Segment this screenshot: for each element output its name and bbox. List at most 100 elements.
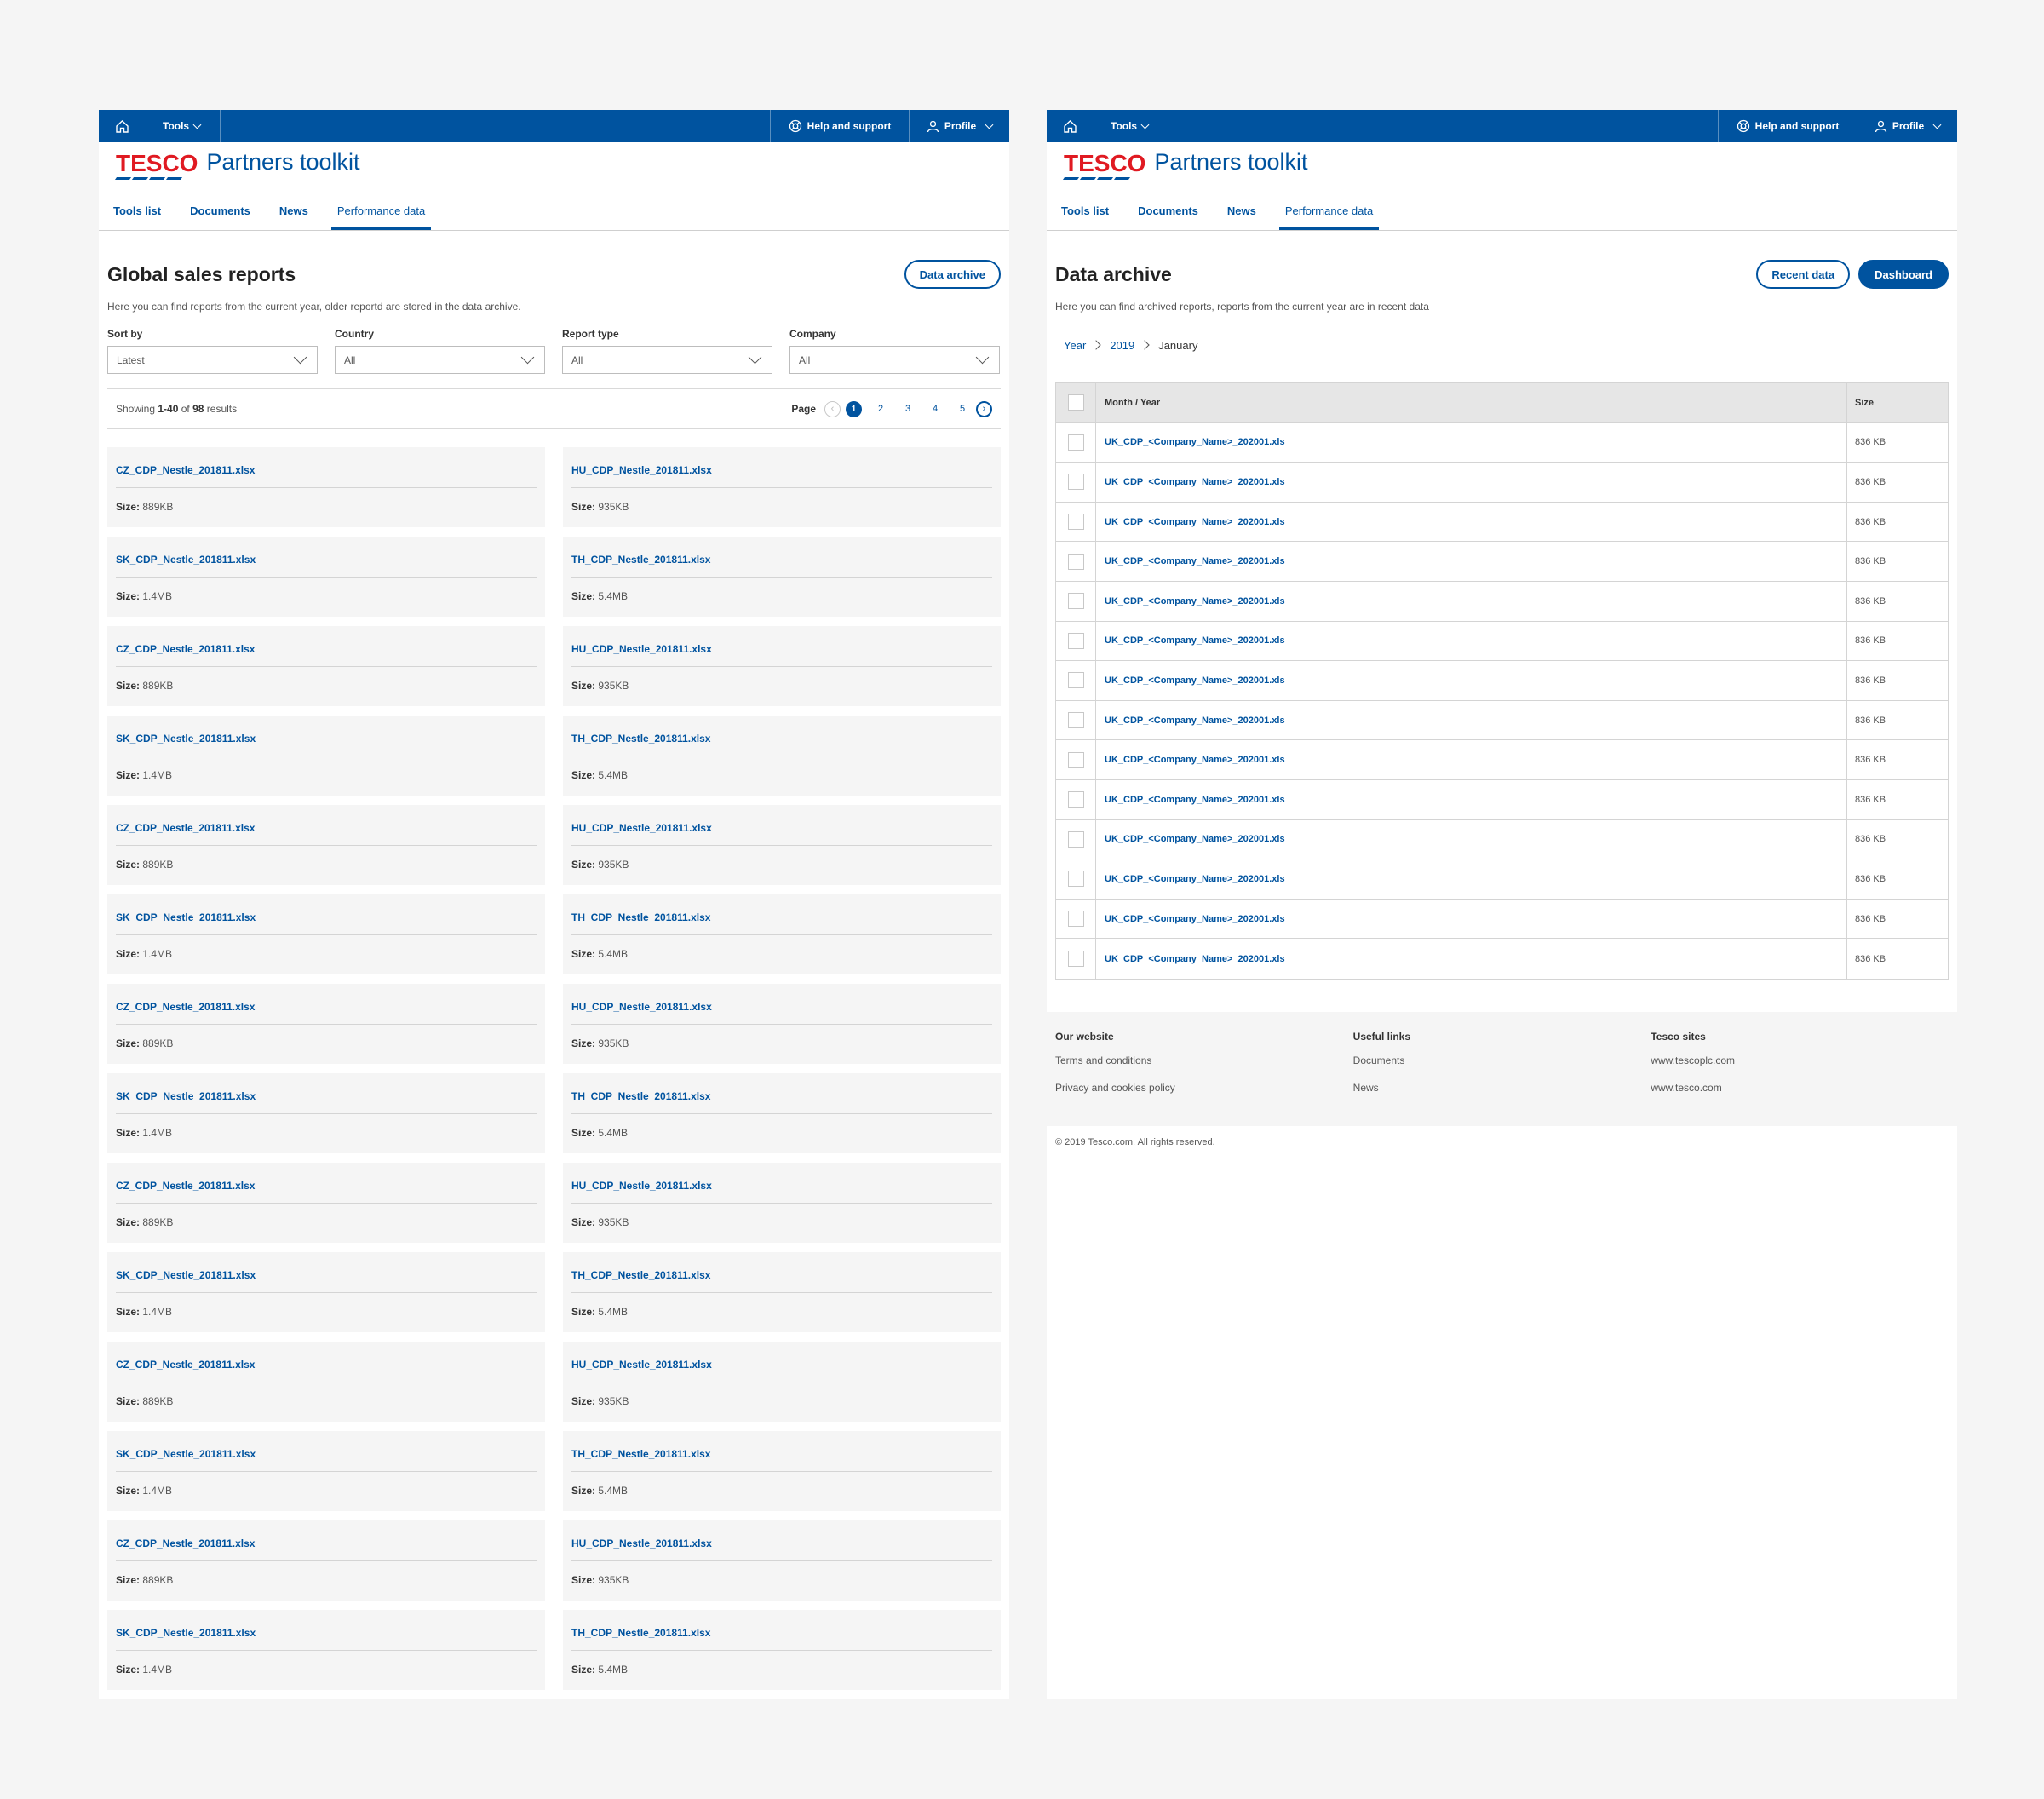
tools-menu[interactable]: Tools (1094, 110, 1168, 142)
tab-news[interactable]: News (278, 204, 308, 217)
help-and-support-button[interactable]: Help and support (770, 110, 909, 142)
row-checkbox[interactable] (1067, 593, 1084, 610)
row-checkbox[interactable] (1067, 712, 1084, 729)
row-checkbox[interactable] (1067, 871, 1084, 888)
company-select[interactable]: All (789, 346, 1000, 374)
home-button[interactable] (1047, 110, 1094, 142)
archive-file-link[interactable]: UK_CDP_<Company_Name>_202001.xls (1096, 542, 1847, 581)
archive-file-link[interactable]: UK_CDP_<Company_Name>_202001.xls (1096, 502, 1847, 542)
archive-file-link[interactable]: UK_CDP_<Company_Name>_202001.xls (1096, 859, 1847, 899)
tab-performance-data[interactable]: Performance data (1278, 204, 1380, 230)
row-checkbox[interactable] (1067, 791, 1084, 808)
breadcrumb-year[interactable]: Year (1064, 338, 1087, 352)
archive-file-link[interactable]: UK_CDP_<Company_Name>_202001.xls (1096, 939, 1847, 979)
row-checkbox[interactable] (1067, 951, 1084, 968)
tools-menu[interactable]: Tools (146, 110, 221, 142)
report-type-select[interactable]: All (562, 346, 772, 374)
report-file-link[interactable]: CZ_CDP_Nestle_201811.xlsx (116, 1342, 537, 1382)
row-checkbox[interactable] (1067, 514, 1084, 531)
archive-file-link[interactable]: UK_CDP_<Company_Name>_202001.xls (1096, 463, 1847, 502)
select-all-checkbox[interactable] (1067, 394, 1084, 411)
archive-file-link[interactable]: UK_CDP_<Company_Name>_202001.xls (1096, 899, 1847, 939)
tab-documents[interactable]: Documents (190, 204, 250, 217)
profile-menu[interactable]: Profile (909, 110, 1009, 142)
recent-data-button[interactable]: Recent data (1756, 260, 1851, 289)
tesco-logo[interactable]: TESCO (1062, 151, 1145, 180)
report-file-link[interactable]: CZ_CDP_Nestle_201811.xlsx (116, 984, 537, 1025)
page-2-button[interactable]: 2 (877, 404, 884, 414)
report-file-link[interactable]: TH_CDP_Nestle_201811.xlsx (571, 716, 992, 756)
sort-by-select[interactable]: Latest (107, 346, 318, 374)
page-1-button[interactable]: 1 (846, 400, 862, 417)
report-file-link[interactable]: SK_CDP_Nestle_201811.xlsx (116, 894, 537, 935)
report-file-link[interactable]: TH_CDP_Nestle_201811.xlsx (571, 1073, 992, 1114)
tab-tools-list[interactable]: Tools list (113, 204, 162, 217)
report-file-link[interactable]: TH_CDP_Nestle_201811.xlsx (571, 894, 992, 935)
page-3-button[interactable]: 3 (904, 404, 911, 414)
row-checkbox[interactable] (1067, 831, 1084, 848)
profile-menu[interactable]: Profile (1857, 110, 1957, 142)
report-file-link[interactable]: CZ_CDP_Nestle_201811.xlsx (116, 447, 537, 488)
archive-file-link[interactable]: UK_CDP_<Company_Name>_202001.xls (1096, 621, 1847, 661)
column-header-month-year[interactable]: Month / Year (1096, 383, 1847, 422)
report-file-link[interactable]: HU_CDP_Nestle_201811.xlsx (571, 805, 992, 846)
report-file-link[interactable]: HU_CDP_Nestle_201811.xlsx (571, 626, 992, 667)
footer-link-documents[interactable]: Documents (1352, 1055, 1405, 1066)
row-checkbox[interactable] (1067, 434, 1084, 451)
column-header-size[interactable]: Size (1855, 397, 1875, 408)
tab-performance-data[interactable]: Performance data (330, 204, 432, 230)
report-file-link[interactable]: SK_CDP_Nestle_201811.xlsx (116, 1431, 537, 1472)
report-file-link[interactable]: CZ_CDP_Nestle_201811.xlsx (116, 805, 537, 846)
row-checkbox[interactable] (1067, 553, 1084, 570)
report-file-link[interactable]: HU_CDP_Nestle_201811.xlsx (571, 1520, 992, 1561)
data-archive-button[interactable]: Data archive (904, 260, 1001, 289)
home-button[interactable] (99, 110, 146, 142)
dashboard-button[interactable]: Dashboard (1858, 260, 1949, 289)
tab-news[interactable]: News (1226, 204, 1256, 217)
footer-link-news[interactable]: News (1352, 1082, 1379, 1094)
report-file-link[interactable]: SK_CDP_Nestle_201811.xlsx (116, 1252, 537, 1293)
country-select[interactable]: All (335, 346, 545, 374)
footer-link-privacy[interactable]: Privacy and cookies policy (1055, 1082, 1175, 1094)
row-checkbox[interactable] (1067, 672, 1084, 689)
report-file-link[interactable]: CZ_CDP_Nestle_201811.xlsx (116, 1520, 537, 1561)
report-file-link[interactable]: SK_CDP_Nestle_201811.xlsx (116, 1610, 537, 1651)
report-file-link[interactable]: TH_CDP_Nestle_201811.xlsx (571, 1431, 992, 1472)
report-file-link[interactable]: TH_CDP_Nestle_201811.xlsx (571, 537, 992, 578)
select-value: Latest (117, 353, 145, 366)
report-file-link[interactable]: HU_CDP_Nestle_201811.xlsx (571, 1342, 992, 1382)
report-file-link[interactable]: SK_CDP_Nestle_201811.xlsx (116, 1073, 537, 1114)
row-checkbox[interactable] (1067, 474, 1084, 491)
report-file-link[interactable]: TH_CDP_Nestle_201811.xlsx (571, 1610, 992, 1651)
archive-file-link[interactable]: UK_CDP_<Company_Name>_202001.xls (1096, 422, 1847, 463)
archive-file-link[interactable]: UK_CDP_<Company_Name>_202001.xls (1096, 581, 1847, 621)
archive-file-link[interactable]: UK_CDP_<Company_Name>_202001.xls (1096, 700, 1847, 740)
footer-link-terms[interactable]: Terms and conditions (1055, 1055, 1152, 1066)
archive-file-link[interactable]: UK_CDP_<Company_Name>_202001.xls (1096, 661, 1847, 700)
report-file-link[interactable]: CZ_CDP_Nestle_201811.xlsx (116, 1163, 537, 1204)
archive-file-link[interactable]: UK_CDP_<Company_Name>_202001.xls (1096, 819, 1847, 859)
archive-file-link[interactable]: UK_CDP_<Company_Name>_202001.xls (1096, 779, 1847, 819)
tab-documents[interactable]: Documents (1138, 204, 1198, 217)
report-file-link[interactable]: CZ_CDP_Nestle_201811.xlsx (116, 626, 537, 667)
row-checkbox[interactable] (1067, 751, 1084, 768)
page-4-button[interactable]: 4 (932, 404, 939, 414)
next-page-button[interactable]: › (976, 400, 992, 417)
tab-tools-list[interactable]: Tools list (1061, 204, 1110, 217)
report-file-link[interactable]: TH_CDP_Nestle_201811.xlsx (571, 1252, 992, 1293)
help-and-support-button[interactable]: Help and support (1718, 110, 1857, 142)
prev-page-button[interactable]: ‹ (824, 400, 841, 417)
footer-link-tesco[interactable]: www.tesco.com (1651, 1082, 1722, 1094)
row-checkbox[interactable] (1067, 632, 1084, 649)
page-5-button[interactable]: 5 (959, 404, 966, 414)
tesco-logo[interactable]: TESCO (114, 151, 198, 180)
report-file-link[interactable]: HU_CDP_Nestle_201811.xlsx (571, 1163, 992, 1204)
archive-file-link[interactable]: UK_CDP_<Company_Name>_202001.xls (1096, 740, 1847, 779)
report-file-link[interactable]: HU_CDP_Nestle_201811.xlsx (571, 447, 992, 488)
report-file-link[interactable]: HU_CDP_Nestle_201811.xlsx (571, 984, 992, 1025)
breadcrumb-2019[interactable]: 2019 (1110, 338, 1135, 352)
row-checkbox[interactable] (1067, 911, 1084, 928)
report-file-link[interactable]: SK_CDP_Nestle_201811.xlsx (116, 537, 537, 578)
report-file-link[interactable]: SK_CDP_Nestle_201811.xlsx (116, 716, 537, 756)
footer-link-tescoplc[interactable]: www.tescoplc.com (1651, 1055, 1736, 1066)
